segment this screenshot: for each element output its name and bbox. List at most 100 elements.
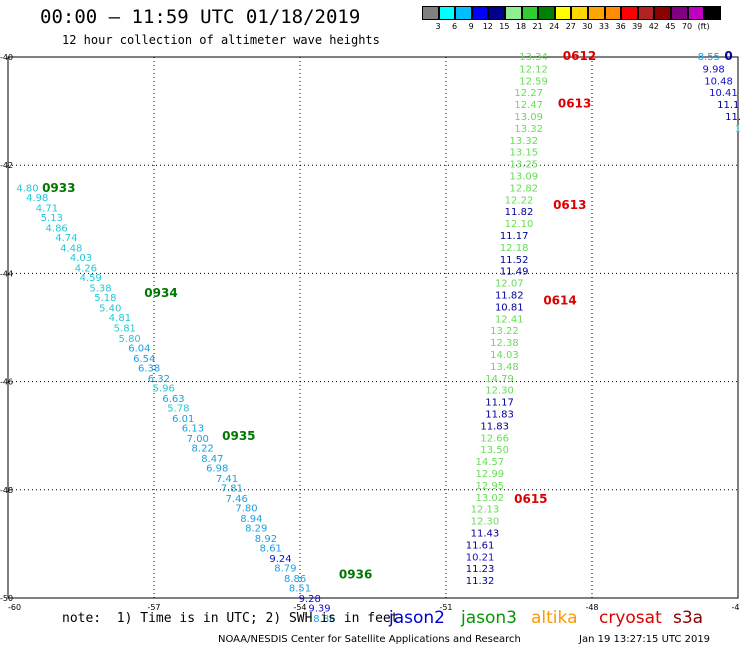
- data-point-label: 11.17: [485, 398, 514, 409]
- legend-swatch: [505, 6, 522, 20]
- data-point-label: 10.21: [466, 552, 495, 563]
- time-label: 0613: [558, 97, 591, 111]
- legend-label: 18: [516, 22, 526, 31]
- data-point-label: 12.30: [485, 386, 514, 397]
- time-label: 0: [724, 49, 732, 63]
- legend-swatch: [671, 6, 688, 20]
- data-point-label: 13.09: [510, 171, 539, 182]
- legend-swatch: [422, 6, 439, 20]
- y-tick-label: -48: [0, 486, 13, 495]
- note-text: note: 1) Time is in UTC; 2) SWH is in fe…: [62, 611, 399, 626]
- data-point-label: 8.55: [698, 52, 720, 63]
- data-point-label: 13.25: [510, 160, 539, 171]
- y-tick-label: -42: [0, 161, 13, 170]
- legend-swatch: [555, 6, 572, 20]
- legend-label: 21: [533, 22, 543, 31]
- data-point-label: 12.18: [500, 243, 529, 254]
- mission-s3a: s3a: [673, 608, 703, 628]
- legend-label: 36: [616, 22, 626, 31]
- legend-swatch: [621, 6, 638, 20]
- footer-timestamp: Jan 19 13:27:15 UTC 2019: [579, 634, 710, 645]
- legend-label: 6: [452, 22, 457, 31]
- data-point-label: 10.48: [704, 76, 733, 87]
- time-label: 0934: [144, 286, 177, 300]
- legend-swatch: [654, 6, 671, 20]
- legend-swatch: [439, 6, 456, 20]
- data-point-label: 13.02: [475, 493, 504, 504]
- x-tick-label: -60: [8, 603, 21, 612]
- data-point-label: 14.03: [490, 350, 519, 361]
- legend-label: 30: [582, 22, 592, 31]
- legend-swatch: [455, 6, 472, 20]
- legend-label: 9: [469, 22, 474, 31]
- data-point-label: 11.1: [717, 100, 739, 111]
- legend-label: 15: [499, 22, 509, 31]
- time-label: 0936: [339, 568, 372, 582]
- legend-label: 3: [435, 22, 440, 31]
- time-label: 0614: [543, 293, 576, 307]
- data-point-label: 10.81: [495, 302, 524, 313]
- mission-jason2: jason2: [389, 608, 445, 628]
- data-point-label: 11.82: [495, 290, 524, 301]
- data-point-label: 14.79: [485, 374, 514, 385]
- data-point-label: 12.10: [505, 219, 534, 230]
- data-point-label: 11.61: [466, 540, 495, 551]
- data-point-label: 12.59: [519, 76, 548, 87]
- legend-swatch: [571, 6, 588, 20]
- data-point-label: 12.66: [480, 433, 509, 444]
- x-tick-label: -45: [731, 603, 740, 612]
- data-point-label: 12.30: [471, 517, 500, 528]
- data-point-label: 11.17: [500, 231, 529, 242]
- legend-swatch: [488, 6, 505, 20]
- legend-label: 12: [483, 22, 493, 31]
- legend-swatch: [688, 6, 705, 20]
- legend-label: 24: [549, 22, 559, 31]
- data-point-label: 12.13: [471, 505, 500, 516]
- legend-label: 45: [665, 22, 675, 31]
- legend-swatch: [538, 6, 555, 20]
- footer-credit: NOAA/NESDIS Center for Satellite Applica…: [218, 634, 521, 645]
- data-point-label: 12.38: [490, 338, 519, 349]
- data-point-label: 13.32: [510, 136, 539, 147]
- chart-canvas: -60-57-54-51-48-45-40-42-44-46-48-504.80…: [0, 0, 740, 650]
- data-point-label: 13.32: [514, 124, 543, 135]
- legend-swatch: [588, 6, 605, 20]
- data-point-label: 12.95: [475, 481, 504, 492]
- legend-swatch: [605, 6, 622, 20]
- data-point-label: 13.15: [510, 148, 539, 159]
- data-point-label: 12.47: [514, 100, 543, 111]
- y-tick-label: -40: [0, 53, 13, 62]
- data-point-label: 12.99: [475, 469, 504, 480]
- data-point-label: 12.27: [514, 88, 543, 99]
- mission-cryosat: cryosat: [599, 608, 662, 628]
- data-point-label: 13.22: [490, 326, 519, 337]
- mission-altika: altika: [531, 608, 578, 628]
- legend-swatch: [704, 6, 721, 20]
- color-legend: [422, 6, 721, 20]
- legend-swatch: [638, 6, 655, 20]
- data-point-label: 11.43: [471, 529, 500, 540]
- legend-label: 33: [599, 22, 609, 31]
- data-point-label: 13.09: [514, 112, 543, 123]
- data-point-label: 1: [735, 124, 740, 135]
- legend-swatch: [472, 6, 489, 20]
- data-point-label: 11.: [725, 112, 740, 123]
- legend-swatch: [522, 6, 539, 20]
- data-point-label: 11.82: [505, 207, 534, 218]
- data-point-label: 12.22: [505, 195, 534, 206]
- time-label: 0933: [42, 181, 75, 195]
- y-tick-label: -46: [0, 378, 13, 387]
- mission-jason3: jason3: [461, 608, 517, 628]
- data-point-label: 11.49: [500, 267, 529, 278]
- y-tick-label: -50: [0, 594, 13, 603]
- chart-title: 00:00 – 11:59 UTC 01/18/2019: [40, 6, 360, 28]
- data-point-label: 11.32: [466, 576, 495, 587]
- data-point-label: 11.23: [466, 564, 495, 575]
- data-point-label: 9.98: [703, 64, 725, 75]
- data-point-label: 12.41: [495, 314, 524, 325]
- legend-label: 39: [632, 22, 642, 31]
- x-tick-label: -48: [585, 603, 598, 612]
- time-label: 0615: [514, 492, 547, 506]
- data-point-label: 14.57: [475, 457, 504, 468]
- data-point-label: 10.41: [709, 88, 738, 99]
